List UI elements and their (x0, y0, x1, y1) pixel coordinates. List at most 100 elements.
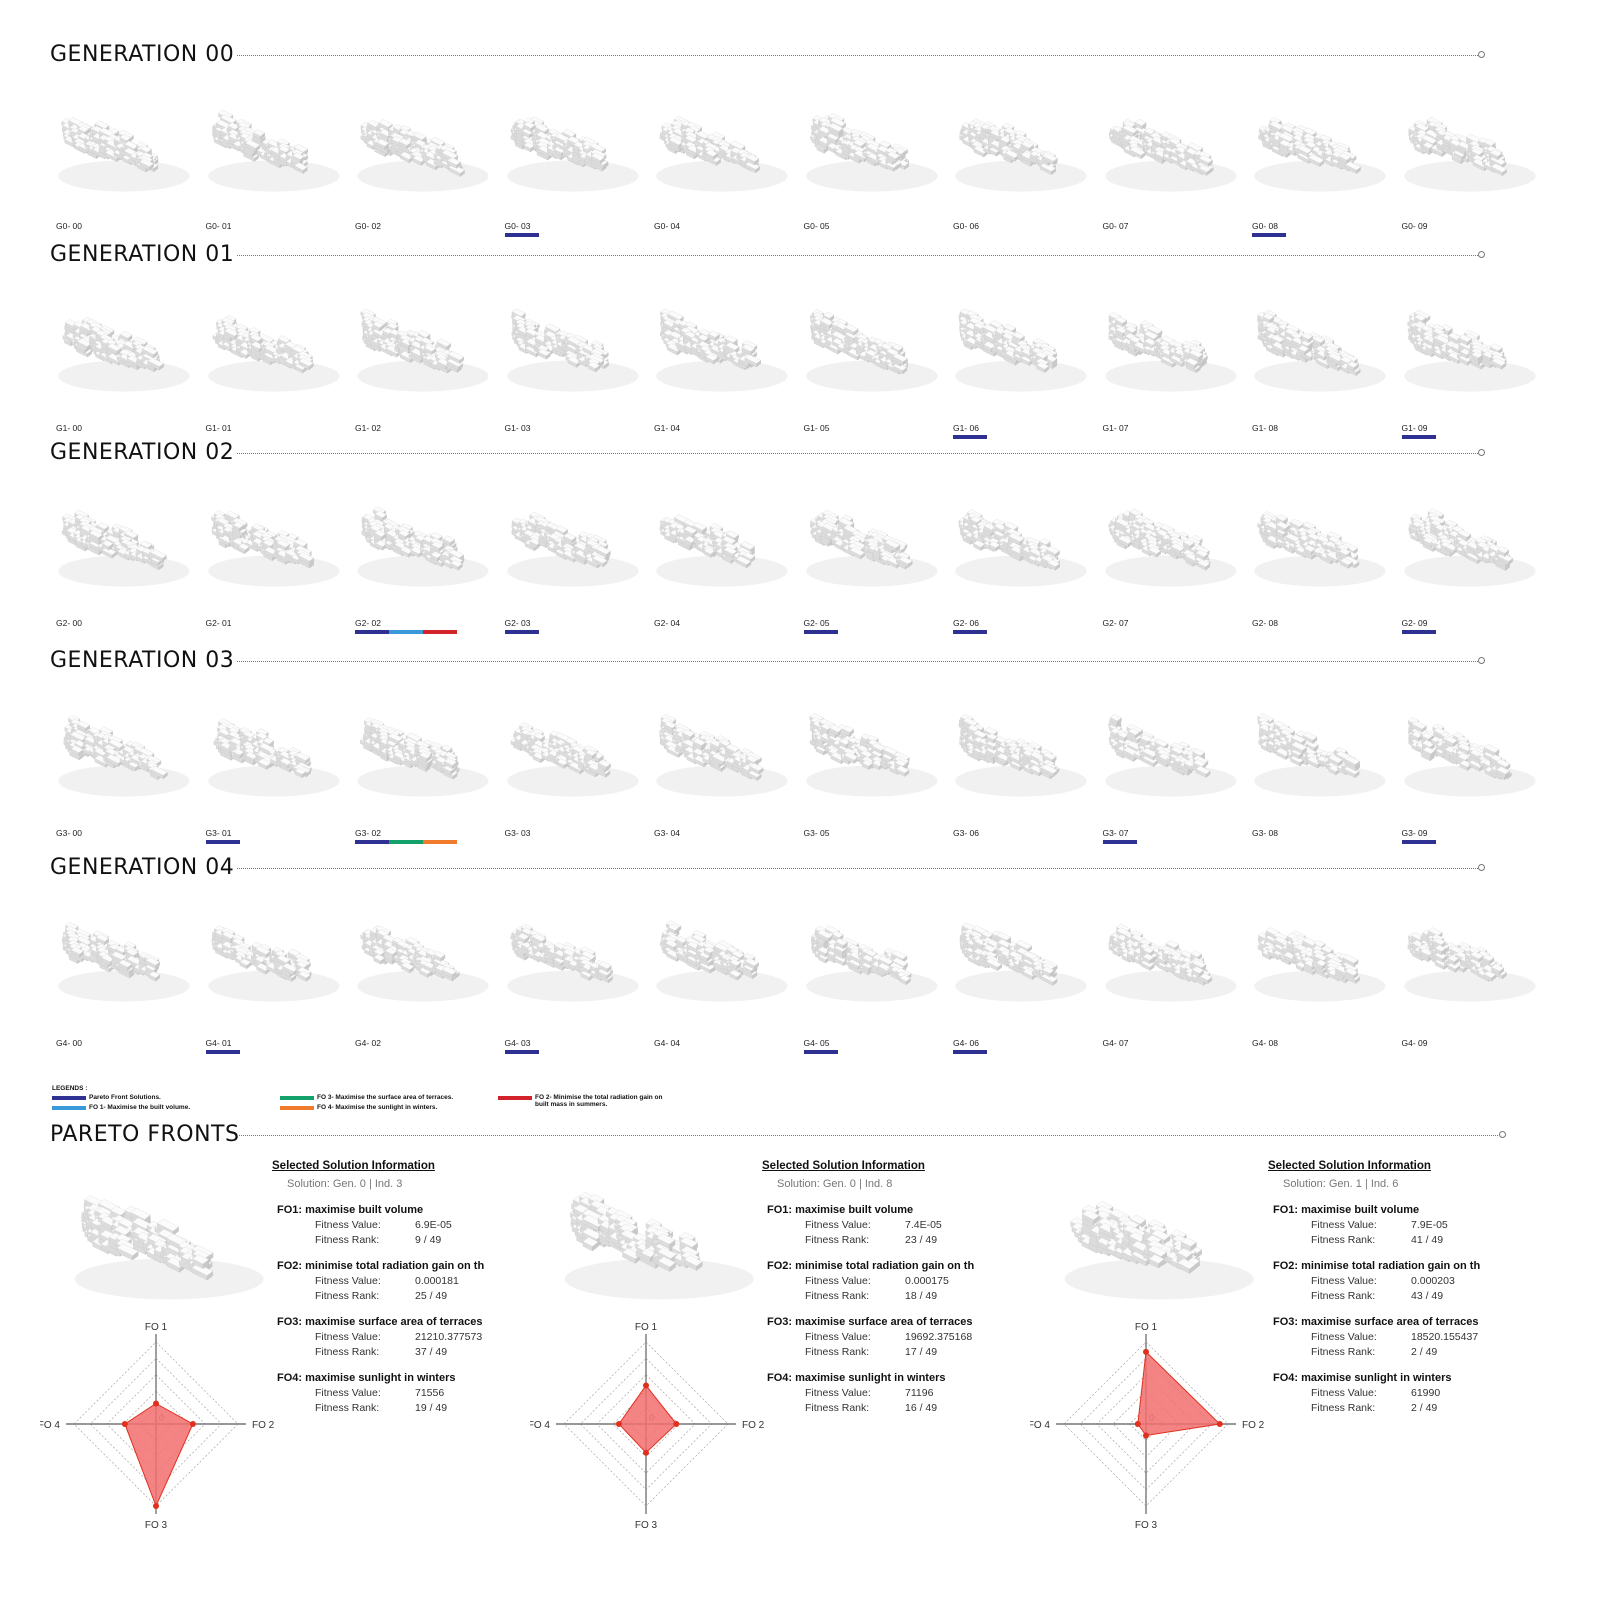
fitness-rank: 9 / 49 (415, 1234, 441, 1246)
solution-id: Solution: Gen. 1 | Ind. 6 (1283, 1178, 1513, 1190)
radar-point (643, 1449, 649, 1456)
massing-image (357, 308, 489, 392)
massing-image (58, 509, 190, 587)
massing-image (506, 511, 639, 587)
radar-point (615, 1421, 622, 1427)
fitness-rank-label: Fitness Rank: (315, 1346, 415, 1358)
individual-label: G4- 04 (654, 1038, 680, 1048)
individual-label: G1- 00 (56, 423, 82, 433)
fitness-value-label: Fitness Value: (315, 1219, 415, 1231)
pareto-tag-bar (504, 1050, 539, 1054)
massing-image (58, 921, 190, 1002)
massing-image (58, 117, 190, 192)
individual-label: G2- 08 (1252, 618, 1278, 628)
fitness-rank-row: Fitness Rank: 16 / 49 (805, 1402, 1007, 1414)
massing-image (955, 308, 1087, 392)
header-end-circle (1478, 657, 1485, 664)
fitness-rank: 2 / 49 (1411, 1346, 1437, 1358)
fitness-value-row: Fitness Value: 0.000181 (315, 1275, 517, 1287)
fitness-rank: 19 / 49 (415, 1402, 447, 1414)
generation-header: GENERATION 03 (50, 648, 1510, 678)
solution-massing-image (1064, 1200, 1254, 1300)
fitness-rank-row: Fitness Rank: 18 / 49 (805, 1290, 1007, 1302)
pareto-tag-bar (1102, 840, 1137, 844)
pareto-tag-bar (1252, 233, 1286, 237)
individual-label: G0- 03 (505, 221, 531, 231)
header-end-circle (1478, 251, 1485, 258)
radar-axis-label: FO 1 (145, 1322, 168, 1333)
massing-image (1403, 717, 1536, 797)
legend-item-fo1: FO 1- Maximise the built volume. (52, 1104, 190, 1111)
objective-heading: FO3: maximise surface area of terraces (277, 1316, 517, 1328)
legend-text-fo1: FO 1- Maximise the built volume. (89, 1104, 190, 1111)
massing-image (656, 115, 788, 192)
objective-block: FO3: maximise surface area of terraces Fi… (1273, 1316, 1513, 1358)
info-title: Selected Solution Information (272, 1160, 517, 1172)
header-end-circle (1499, 1131, 1506, 1138)
massing-image (506, 722, 639, 797)
solution-info: Selected Solution Information Solution: G… (762, 1160, 1007, 1414)
fitness-rank: 43 / 49 (1411, 1290, 1443, 1302)
individual-label: G3- 04 (654, 828, 680, 838)
individual-label: G2- 01 (206, 618, 232, 628)
generation-title: GENERATION 00 (50, 42, 234, 67)
massing-image (357, 506, 489, 587)
tag-swatch-pareto (953, 630, 987, 634)
radar-axis-label: FO 1 (635, 1322, 658, 1333)
radar-gridline (73, 1341, 239, 1507)
solution-info: Selected Solution Information Solution: G… (272, 1160, 517, 1414)
fitness-rank-row: Fitness Rank: 37 / 49 (315, 1346, 517, 1358)
individual-label: G0- 08 (1252, 221, 1278, 231)
selected-solution-panel: Selected Solution Information Solution: G… (40, 1160, 550, 1600)
fitness-rank-row: Fitness Rank: 19 / 49 (315, 1402, 517, 1414)
pareto-fronts-header: PARETO FRONTS (50, 1122, 1510, 1152)
radar-axis-label: FO 2 (252, 1420, 275, 1431)
massing-image (506, 923, 639, 1002)
header-dotted-line (237, 453, 1478, 454)
pareto-tag-bar (1401, 435, 1436, 439)
tag-swatch-pareto (504, 233, 539, 237)
generation-title: GENERATION 03 (50, 648, 234, 673)
fitness-value-row: Fitness Value: 21210.377573 (315, 1331, 517, 1343)
fitness-rank: 23 / 49 (905, 1234, 937, 1246)
fitness-value: 0.000181 (415, 1275, 459, 1287)
individual-label: G4- 02 (355, 1038, 381, 1048)
fitness-rank-label: Fitness Rank: (1311, 1402, 1411, 1414)
pareto-tag-bar (504, 630, 539, 634)
fitness-value-row: Fitness Value: 18520.155437 (1311, 1331, 1513, 1343)
legend-text-pareto: Pareto Front Solutions. (89, 1094, 161, 1101)
tag-swatch-pareto (953, 435, 987, 439)
fitness-value-label: Fitness Value: (315, 1387, 415, 1399)
fitness-value-row: Fitness Value: 61990 (1311, 1387, 1513, 1399)
radar-area (618, 1384, 678, 1454)
radar-axis-label: FO 4 (1030, 1420, 1050, 1431)
radar-axis-label: FO 2 (1242, 1420, 1265, 1431)
legend-title: LEGENDS : (52, 1085, 87, 1092)
tag-swatch-pareto (1102, 840, 1137, 844)
massing-image (1104, 713, 1237, 797)
individual-label: G1- 04 (654, 423, 680, 433)
individual-label: G1- 07 (1103, 423, 1129, 433)
radar-chart: FO 1FO 2FO 3FO 40 (530, 1322, 765, 1531)
generation-header: GENERATION 00 (50, 42, 1510, 72)
massing-image (1104, 118, 1237, 192)
fitness-rank: 18 / 49 (905, 1290, 937, 1302)
objective-block: FO3: maximise surface area of terraces Fi… (277, 1316, 517, 1358)
fitness-value-label: Fitness Value: (1311, 1387, 1411, 1399)
objective-heading: FO3: maximise surface area of terraces (767, 1316, 1007, 1328)
individual-label: G3- 01 (206, 828, 232, 838)
fitness-rank-row: Fitness Rank: 2 / 49 (1311, 1402, 1513, 1414)
massing-image (805, 112, 938, 192)
fitness-value-label: Fitness Value: (805, 1219, 905, 1231)
generation-header: GENERATION 01 (50, 242, 1510, 272)
individual-label: G3- 09 (1402, 828, 1428, 838)
individual-label: G1- 08 (1252, 423, 1278, 433)
individual-label: G2- 06 (953, 618, 979, 628)
tag-swatch-pareto (205, 1050, 240, 1054)
fitness-value-label: Fitness Value: (1311, 1219, 1411, 1231)
header-dotted-line (237, 55, 1478, 56)
fitness-rank: 25 / 49 (415, 1290, 447, 1302)
radar-point (153, 1400, 159, 1407)
massing-image (207, 315, 340, 392)
objective-block: FO1: maximise built volume Fitness Value:… (1273, 1204, 1513, 1246)
